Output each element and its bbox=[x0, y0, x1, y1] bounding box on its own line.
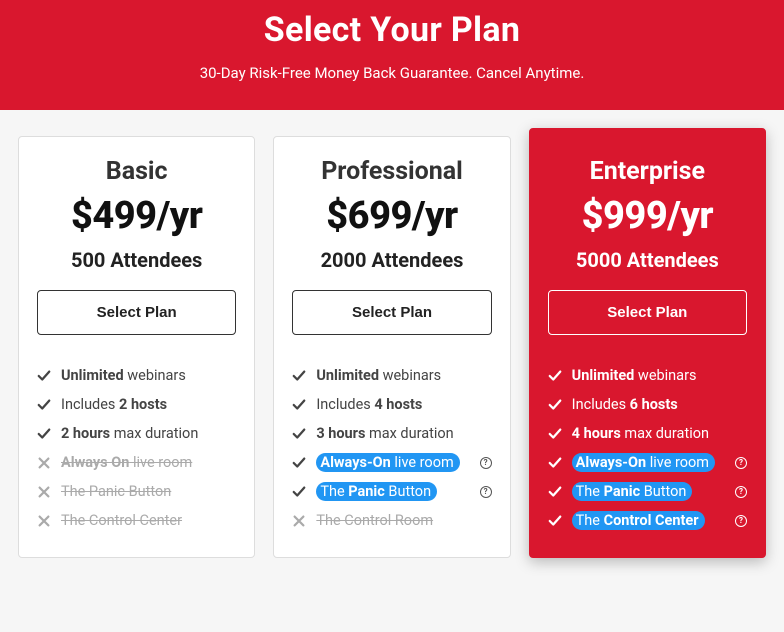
feature-item: Unlimited webinars bbox=[292, 361, 491, 390]
pricing-card-enterprise: Enterprise $999/yr 5000 Attendees Select Pl… bbox=[529, 128, 766, 558]
x-icon bbox=[37, 456, 51, 470]
feature-text: The Control Center bbox=[572, 512, 747, 529]
feature-item: The Control Center bbox=[37, 506, 236, 535]
feature-item: Always On live room bbox=[37, 448, 236, 477]
x-icon bbox=[292, 514, 306, 528]
feature-item: The Control Center? bbox=[548, 506, 747, 535]
feature-text: Includes 6 hosts bbox=[572, 396, 747, 413]
tier-price: $499/yr bbox=[37, 194, 236, 238]
check-icon bbox=[292, 398, 306, 412]
page-title: Select Your Plan bbox=[0, 0, 784, 64]
feature-text: Always-On live room bbox=[316, 454, 491, 471]
feature-item: Includes 2 hosts bbox=[37, 390, 236, 419]
check-icon bbox=[292, 456, 306, 470]
feature-text: 4 hours max duration bbox=[572, 425, 747, 442]
info-icon[interactable]: ? bbox=[735, 457, 747, 469]
select-plan-button[interactable]: Select Plan bbox=[548, 290, 747, 335]
tier-attendees: 500 Attendees bbox=[37, 248, 236, 272]
feature-item: Unlimited webinars bbox=[37, 361, 236, 390]
feature-item: 3 hours max duration bbox=[292, 419, 491, 448]
feature-item: Always-On live room? bbox=[292, 448, 491, 477]
feature-item: The Panic Button bbox=[37, 477, 236, 506]
feature-item: Always-On live room? bbox=[548, 448, 747, 477]
feature-text: Includes 4 hosts bbox=[316, 396, 491, 413]
feature-list: Unlimited webinars Includes 6 hosts 4 hour… bbox=[548, 361, 747, 535]
pricing-card-basic: Basic $499/yr 500 Attendees Select Plan Unli… bbox=[18, 136, 255, 558]
feature-text: Always On live room bbox=[61, 454, 236, 471]
info-icon[interactable]: ? bbox=[735, 486, 747, 498]
feature-text: Unlimited webinars bbox=[61, 367, 236, 384]
feature-text: The Panic Button bbox=[61, 483, 236, 500]
feature-text: 3 hours max duration bbox=[316, 425, 491, 442]
check-icon bbox=[37, 427, 51, 441]
check-icon bbox=[548, 456, 562, 470]
check-icon bbox=[548, 398, 562, 412]
feature-text: Includes 2 hosts bbox=[61, 396, 236, 413]
hero-banner: Select Your Plan 30-Day Risk-Free Money … bbox=[0, 0, 784, 110]
feature-text: The Control Room bbox=[316, 512, 491, 529]
feature-item: Includes 4 hosts bbox=[292, 390, 491, 419]
check-icon bbox=[292, 427, 306, 441]
check-icon bbox=[37, 369, 51, 383]
tier-name: Enterprise bbox=[548, 157, 747, 186]
tier-name: Basic bbox=[37, 157, 236, 186]
feature-text: Unlimited webinars bbox=[572, 367, 747, 384]
feature-item: Includes 6 hosts bbox=[548, 390, 747, 419]
feature-item: Unlimited webinars bbox=[548, 361, 747, 390]
check-icon bbox=[548, 485, 562, 499]
feature-text: The Panic Button bbox=[316, 483, 491, 500]
x-icon bbox=[37, 485, 51, 499]
tier-name: Professional bbox=[292, 157, 491, 186]
check-icon bbox=[548, 427, 562, 441]
tier-attendees: 5000 Attendees bbox=[548, 248, 747, 272]
feature-text: Always-On live room bbox=[572, 454, 747, 471]
page-subtitle: 30-Day Risk-Free Money Back Guarantee. C… bbox=[0, 64, 784, 82]
info-icon[interactable]: ? bbox=[735, 515, 747, 527]
feature-item: 4 hours max duration bbox=[548, 419, 747, 448]
tier-price: $999/yr bbox=[548, 194, 747, 238]
feature-list: Unlimited webinars Includes 2 hosts 2 hour… bbox=[37, 361, 236, 535]
select-plan-button[interactable]: Select Plan bbox=[292, 290, 491, 335]
check-icon bbox=[292, 485, 306, 499]
x-icon bbox=[37, 514, 51, 528]
feature-item: 2 hours max duration bbox=[37, 419, 236, 448]
check-icon bbox=[548, 369, 562, 383]
info-icon[interactable]: ? bbox=[480, 457, 492, 469]
check-icon bbox=[37, 398, 51, 412]
feature-text: Unlimited webinars bbox=[316, 367, 491, 384]
tier-attendees: 2000 Attendees bbox=[292, 248, 491, 272]
feature-item: The Control Room bbox=[292, 506, 491, 535]
info-icon[interactable]: ? bbox=[480, 486, 492, 498]
feature-list: Unlimited webinars Includes 4 hosts 3 hour… bbox=[292, 361, 491, 535]
select-plan-button[interactable]: Select Plan bbox=[37, 290, 236, 335]
pricing-cards: Basic $499/yr 500 Attendees Select Plan Unli… bbox=[0, 110, 784, 558]
feature-text: 2 hours max duration bbox=[61, 425, 236, 442]
feature-item: The Panic Button? bbox=[548, 477, 747, 506]
tier-price: $699/yr bbox=[292, 194, 491, 238]
feature-item: The Panic Button? bbox=[292, 477, 491, 506]
pricing-card-professional: Professional $699/yr 2000 Attendees Select … bbox=[273, 136, 510, 558]
feature-text: The Control Center bbox=[61, 512, 236, 529]
check-icon bbox=[292, 369, 306, 383]
check-icon bbox=[548, 514, 562, 528]
feature-text: The Panic Button bbox=[572, 483, 747, 500]
